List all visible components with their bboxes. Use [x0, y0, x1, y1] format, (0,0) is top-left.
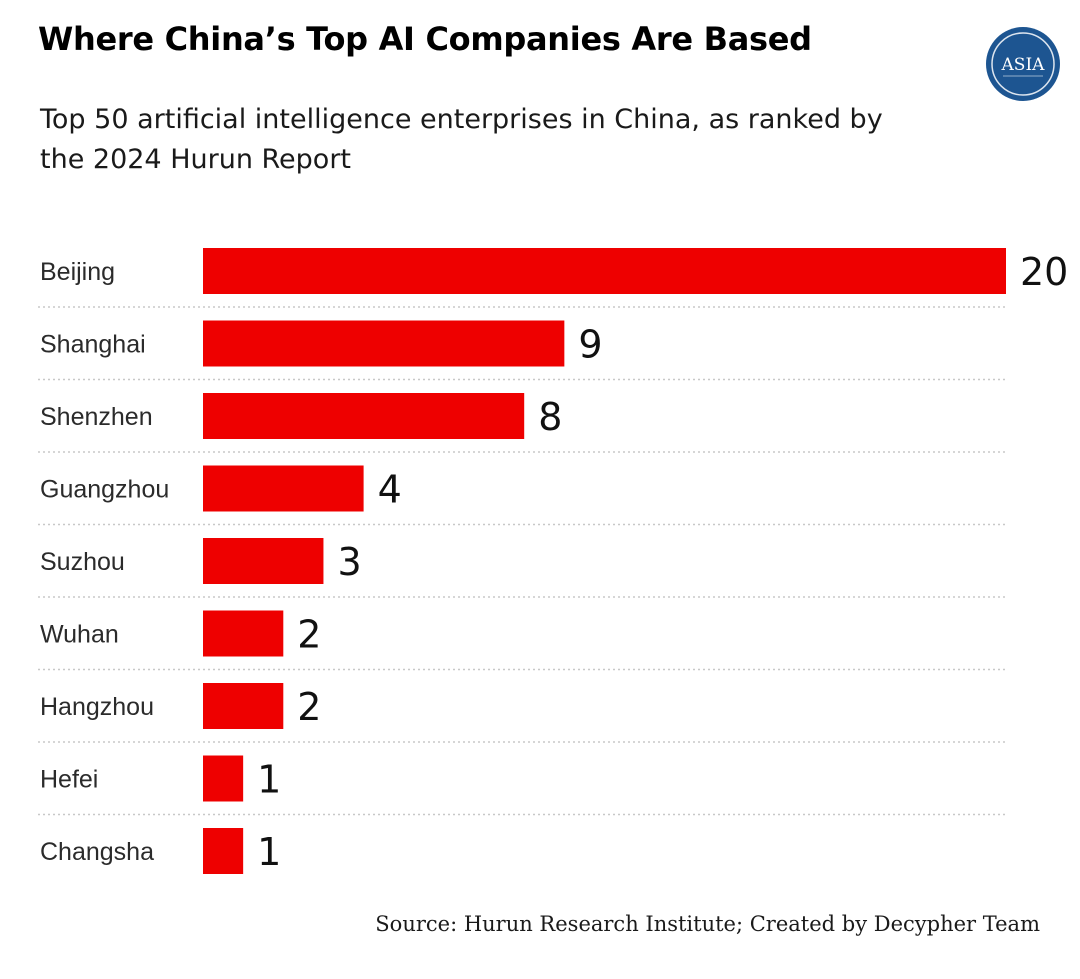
category-label: Beijing	[40, 258, 115, 286]
logo-text: ASIA	[1001, 55, 1046, 75]
chart-title: Where China’s Top AI Companies Are Based	[38, 20, 812, 58]
category-label: Changsha	[40, 838, 154, 866]
bar-guangzhou	[203, 465, 364, 512]
value-label: 9	[578, 323, 602, 367]
bar-hefei	[203, 755, 244, 802]
value-label: 20	[1020, 250, 1068, 294]
category-label: Shenzhen	[40, 403, 153, 431]
value-label: 4	[378, 468, 402, 512]
logo-circle	[986, 27, 1060, 101]
category-label: Hefei	[40, 766, 98, 794]
value-label: 1	[257, 758, 281, 802]
category-label: Hangzhou	[40, 693, 154, 721]
bar-hangzhou	[203, 683, 284, 729]
logo-ring	[991, 32, 1055, 96]
bar-beijing	[203, 248, 1006, 294]
bar-changsha	[203, 828, 244, 874]
bar-suzhou	[203, 538, 324, 584]
source-note: Source: Hurun Research Institute; Create…	[375, 912, 1040, 936]
value-label: 8	[538, 395, 562, 439]
bar-wuhan	[203, 610, 284, 657]
bar-shenzhen	[203, 393, 525, 439]
category-label: Shanghai	[40, 331, 146, 359]
category-label: Guangzhou	[40, 476, 169, 504]
category-label: Wuhan	[40, 621, 119, 649]
value-label: 2	[297, 685, 321, 729]
value-label: 2	[297, 613, 321, 657]
value-label: 1	[257, 830, 281, 874]
asia-logo: ASIA	[986, 27, 1060, 101]
chart-subtitle: Top 50 artificial intelligence enterpris…	[40, 104, 883, 175]
bar-shanghai	[203, 320, 565, 367]
value-label: 3	[337, 540, 361, 584]
bar-chart: Beijing 20 Shanghai 9 Shenzhen 8 Guangzhou 4 Suz…	[38, 248, 1068, 874]
category-label: Suzhou	[40, 548, 125, 576]
